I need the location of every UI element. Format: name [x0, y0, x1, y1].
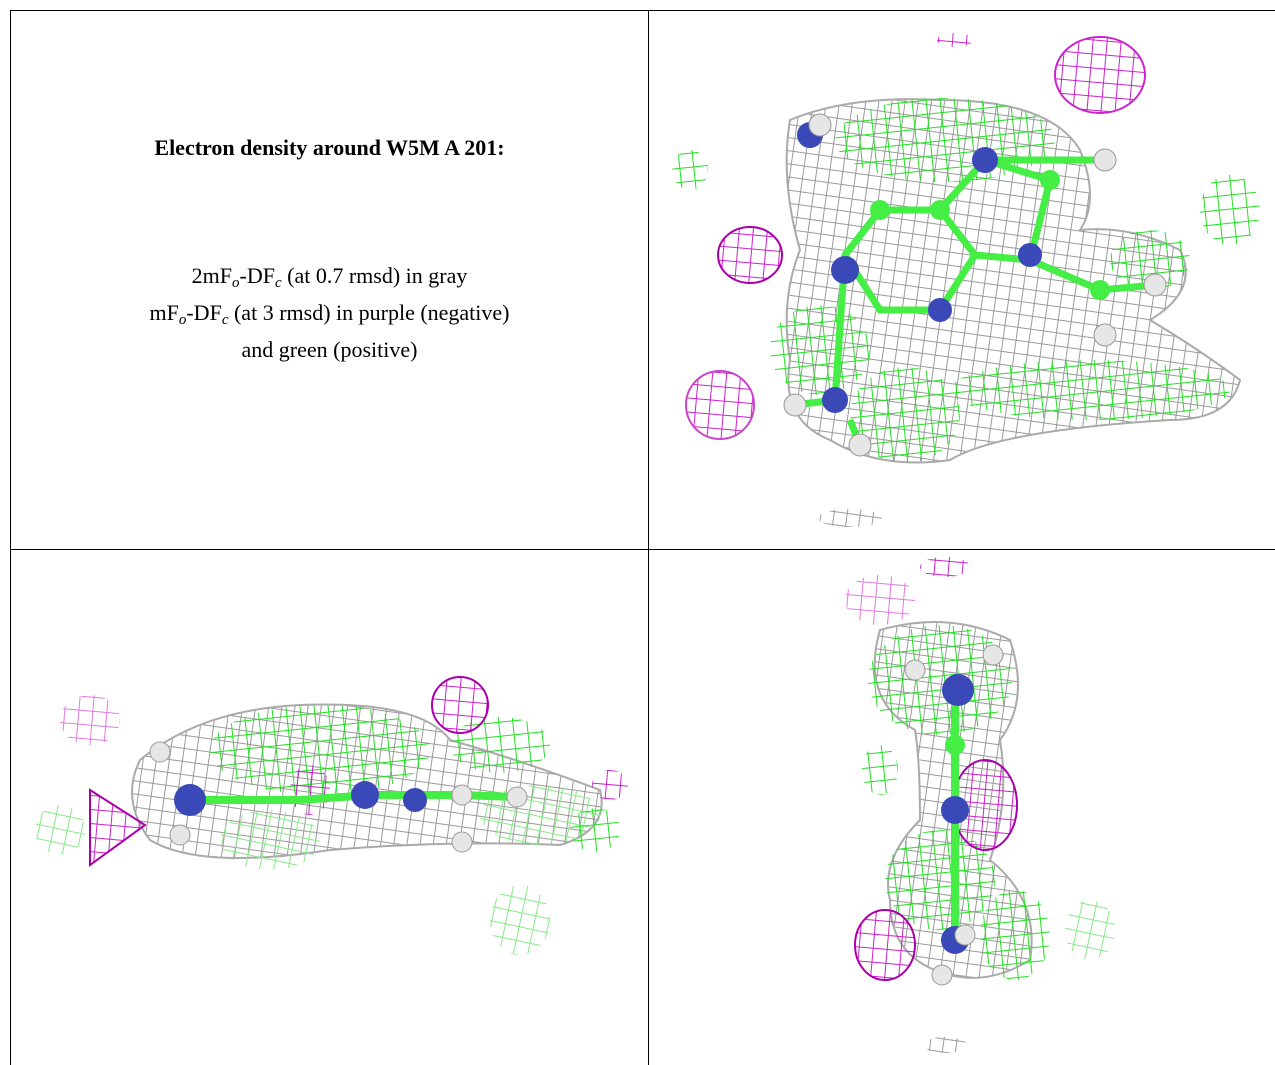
caption-line: 2mFo-DFc (at 0.7 rmsd) in gray — [11, 257, 648, 294]
caption-text: 2mF — [191, 263, 232, 288]
caption-line: and green (positive) — [11, 331, 648, 368]
subscript: c — [274, 275, 282, 291]
caption-line: mFo-DFc (at 3 rmsd) in purple (negative) — [11, 294, 648, 331]
caption-text: mF — [149, 300, 179, 325]
caption: Electron density around W5M A 201: 2mFo-… — [11, 11, 648, 549]
caption-text: (at 0.7 rmsd) in gray — [281, 263, 468, 288]
caption-title: Electron density around W5M A 201: — [154, 135, 505, 160]
caption-lines: 2mFo-DFc (at 0.7 rmsd) in gray mFo-DFc (a… — [11, 257, 648, 368]
panel-top-right — [672, 33, 1260, 527]
subscript: o — [232, 275, 240, 291]
panel-bottom-left — [35, 676, 628, 955]
subscript: o — [178, 312, 187, 328]
caption-text: -DF — [239, 263, 275, 288]
table-borders — [10, 10, 1275, 1065]
caption-text: (at 3 rmsd) in purple (negative) — [228, 300, 510, 325]
caption-text: and green (positive) — [241, 337, 418, 362]
caption-text: -DF — [186, 300, 222, 325]
panel-bottom-right — [845, 557, 1115, 1053]
subscript: c — [221, 312, 229, 328]
